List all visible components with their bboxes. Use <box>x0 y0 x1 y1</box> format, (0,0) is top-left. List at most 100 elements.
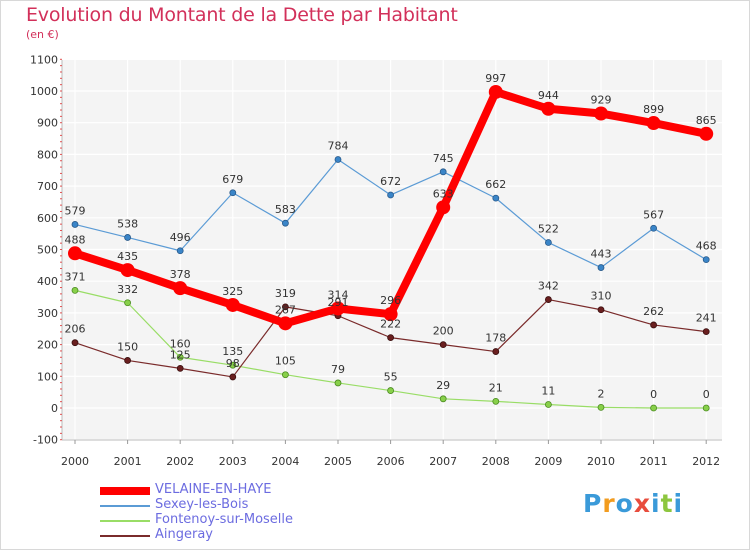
data-point-0 <box>594 106 608 121</box>
x-tick-label: 2010 <box>587 455 615 468</box>
data-point-2 <box>334 379 342 387</box>
legend-label-aingeray: Aingeray <box>155 527 213 542</box>
data-label-3: 178 <box>485 332 506 345</box>
y-tick-label: -100 <box>33 434 58 447</box>
logo-letter: r <box>602 489 616 518</box>
x-tick-label: 2003 <box>219 455 247 468</box>
data-label-3: 342 <box>538 280 559 293</box>
data-label-1: 583 <box>275 203 296 216</box>
logo-letter: i <box>673 489 684 518</box>
data-label-1: 567 <box>643 208 664 221</box>
x-tick-label: 2004 <box>271 455 299 468</box>
data-label-2: 371 <box>65 270 86 283</box>
data-point-1 <box>176 247 184 255</box>
data-label-2: 332 <box>117 283 138 296</box>
data-label-2: 135 <box>222 345 243 358</box>
data-label-2: 79 <box>331 363 345 376</box>
data-point-1 <box>492 194 500 202</box>
x-tick-label: 2008 <box>482 455 510 468</box>
data-label-1: 679 <box>222 173 243 186</box>
x-tick-label: 2000 <box>61 455 89 468</box>
x-tick-label: 2005 <box>324 455 352 468</box>
data-label-3: 206 <box>65 323 86 336</box>
data-label-3: 222 <box>380 318 401 331</box>
data-label-0: 488 <box>65 233 86 246</box>
data-point-3 <box>492 348 500 355</box>
logo-letter: x <box>633 489 651 518</box>
y-tick-label: 300 <box>37 307 58 320</box>
data-label-3: 319 <box>275 287 296 300</box>
y-tick-label: 1000 <box>30 85 58 98</box>
data-label-1: 579 <box>65 204 86 217</box>
chart-title: Evolution du Montant de la Dette par Hab… <box>26 4 458 26</box>
data-point-1 <box>545 239 552 246</box>
data-point-2 <box>176 353 184 361</box>
data-label-3: 150 <box>117 340 138 353</box>
data-point-1 <box>387 191 395 199</box>
data-point-3 <box>439 341 447 349</box>
data-point-3 <box>281 303 289 311</box>
x-tick-label: 2007 <box>429 455 457 468</box>
data-point-2 <box>281 371 289 379</box>
y-tick-label: 500 <box>37 244 58 257</box>
data-label-1: 468 <box>696 240 717 253</box>
data-label-3: 291 <box>328 296 349 309</box>
data-label-0: 378 <box>170 268 191 281</box>
data-label-1: 443 <box>591 248 612 261</box>
legend-label-sexey: Sexey-les-Bois <box>155 497 249 512</box>
data-point-3 <box>229 373 237 381</box>
data-point-0 <box>383 307 398 322</box>
data-point-0 <box>488 84 503 99</box>
data-point-3 <box>545 296 552 303</box>
data-label-2: 55 <box>384 371 398 384</box>
proxiti-logo: Proxiti <box>583 489 683 518</box>
y-tick-label: 100 <box>37 370 58 383</box>
data-point-2 <box>492 397 500 405</box>
x-tick-label: 2001 <box>114 455 142 468</box>
data-point-1 <box>71 221 79 228</box>
data-label-2: 29 <box>436 379 450 392</box>
data-label-2: 0 <box>703 388 710 401</box>
data-point-3 <box>176 364 184 372</box>
legend-swatch-velaine <box>100 487 150 495</box>
y-tick-label: 400 <box>37 275 58 288</box>
data-label-2: 160 <box>170 337 191 350</box>
legend-swatch-sexey <box>100 505 150 507</box>
data-label-0: 929 <box>591 94 612 107</box>
x-tick-label: 2006 <box>377 455 405 468</box>
x-tick-label: 2011 <box>640 455 668 468</box>
data-point-1 <box>702 256 710 264</box>
data-label-3: 262 <box>643 305 664 318</box>
data-label-3: 310 <box>591 290 612 303</box>
data-point-3 <box>650 321 657 329</box>
chart-unit-label: (en €) <box>26 28 59 41</box>
legend-label-fontenoy: Fontenoy-sur-Moselle <box>155 512 294 527</box>
data-label-2: 105 <box>275 355 296 368</box>
data-point-1 <box>281 219 289 227</box>
data-label-2: 2 <box>598 387 605 400</box>
data-point-2 <box>71 286 79 294</box>
data-label-0: 314 <box>328 288 349 301</box>
y-tick-label: 1100 <box>30 53 58 66</box>
data-point-3 <box>597 306 605 314</box>
data-label-0: 296 <box>380 294 401 307</box>
logo-letter: i <box>651 489 661 518</box>
data-label-0: 865 <box>696 114 717 127</box>
data-label-0: 997 <box>485 72 506 85</box>
data-point-1 <box>650 224 657 232</box>
data-point-0 <box>331 301 345 316</box>
data-point-2 <box>124 299 131 307</box>
logo-letter: o <box>615 489 634 518</box>
data-label-1: 662 <box>485 178 506 191</box>
data-point-0 <box>120 263 135 278</box>
data-point-1 <box>334 156 342 163</box>
data-point-2 <box>545 401 552 408</box>
y-tick-label: 800 <box>37 148 58 161</box>
x-tick-label: 2012 <box>692 455 720 468</box>
data-label-1: 672 <box>380 175 401 188</box>
data-label-1: 496 <box>170 231 191 244</box>
logo-letter: P <box>583 489 603 518</box>
legend-label-velaine: VELAINE-EN-HAYE <box>155 482 272 497</box>
data-label-0: 944 <box>538 89 559 102</box>
